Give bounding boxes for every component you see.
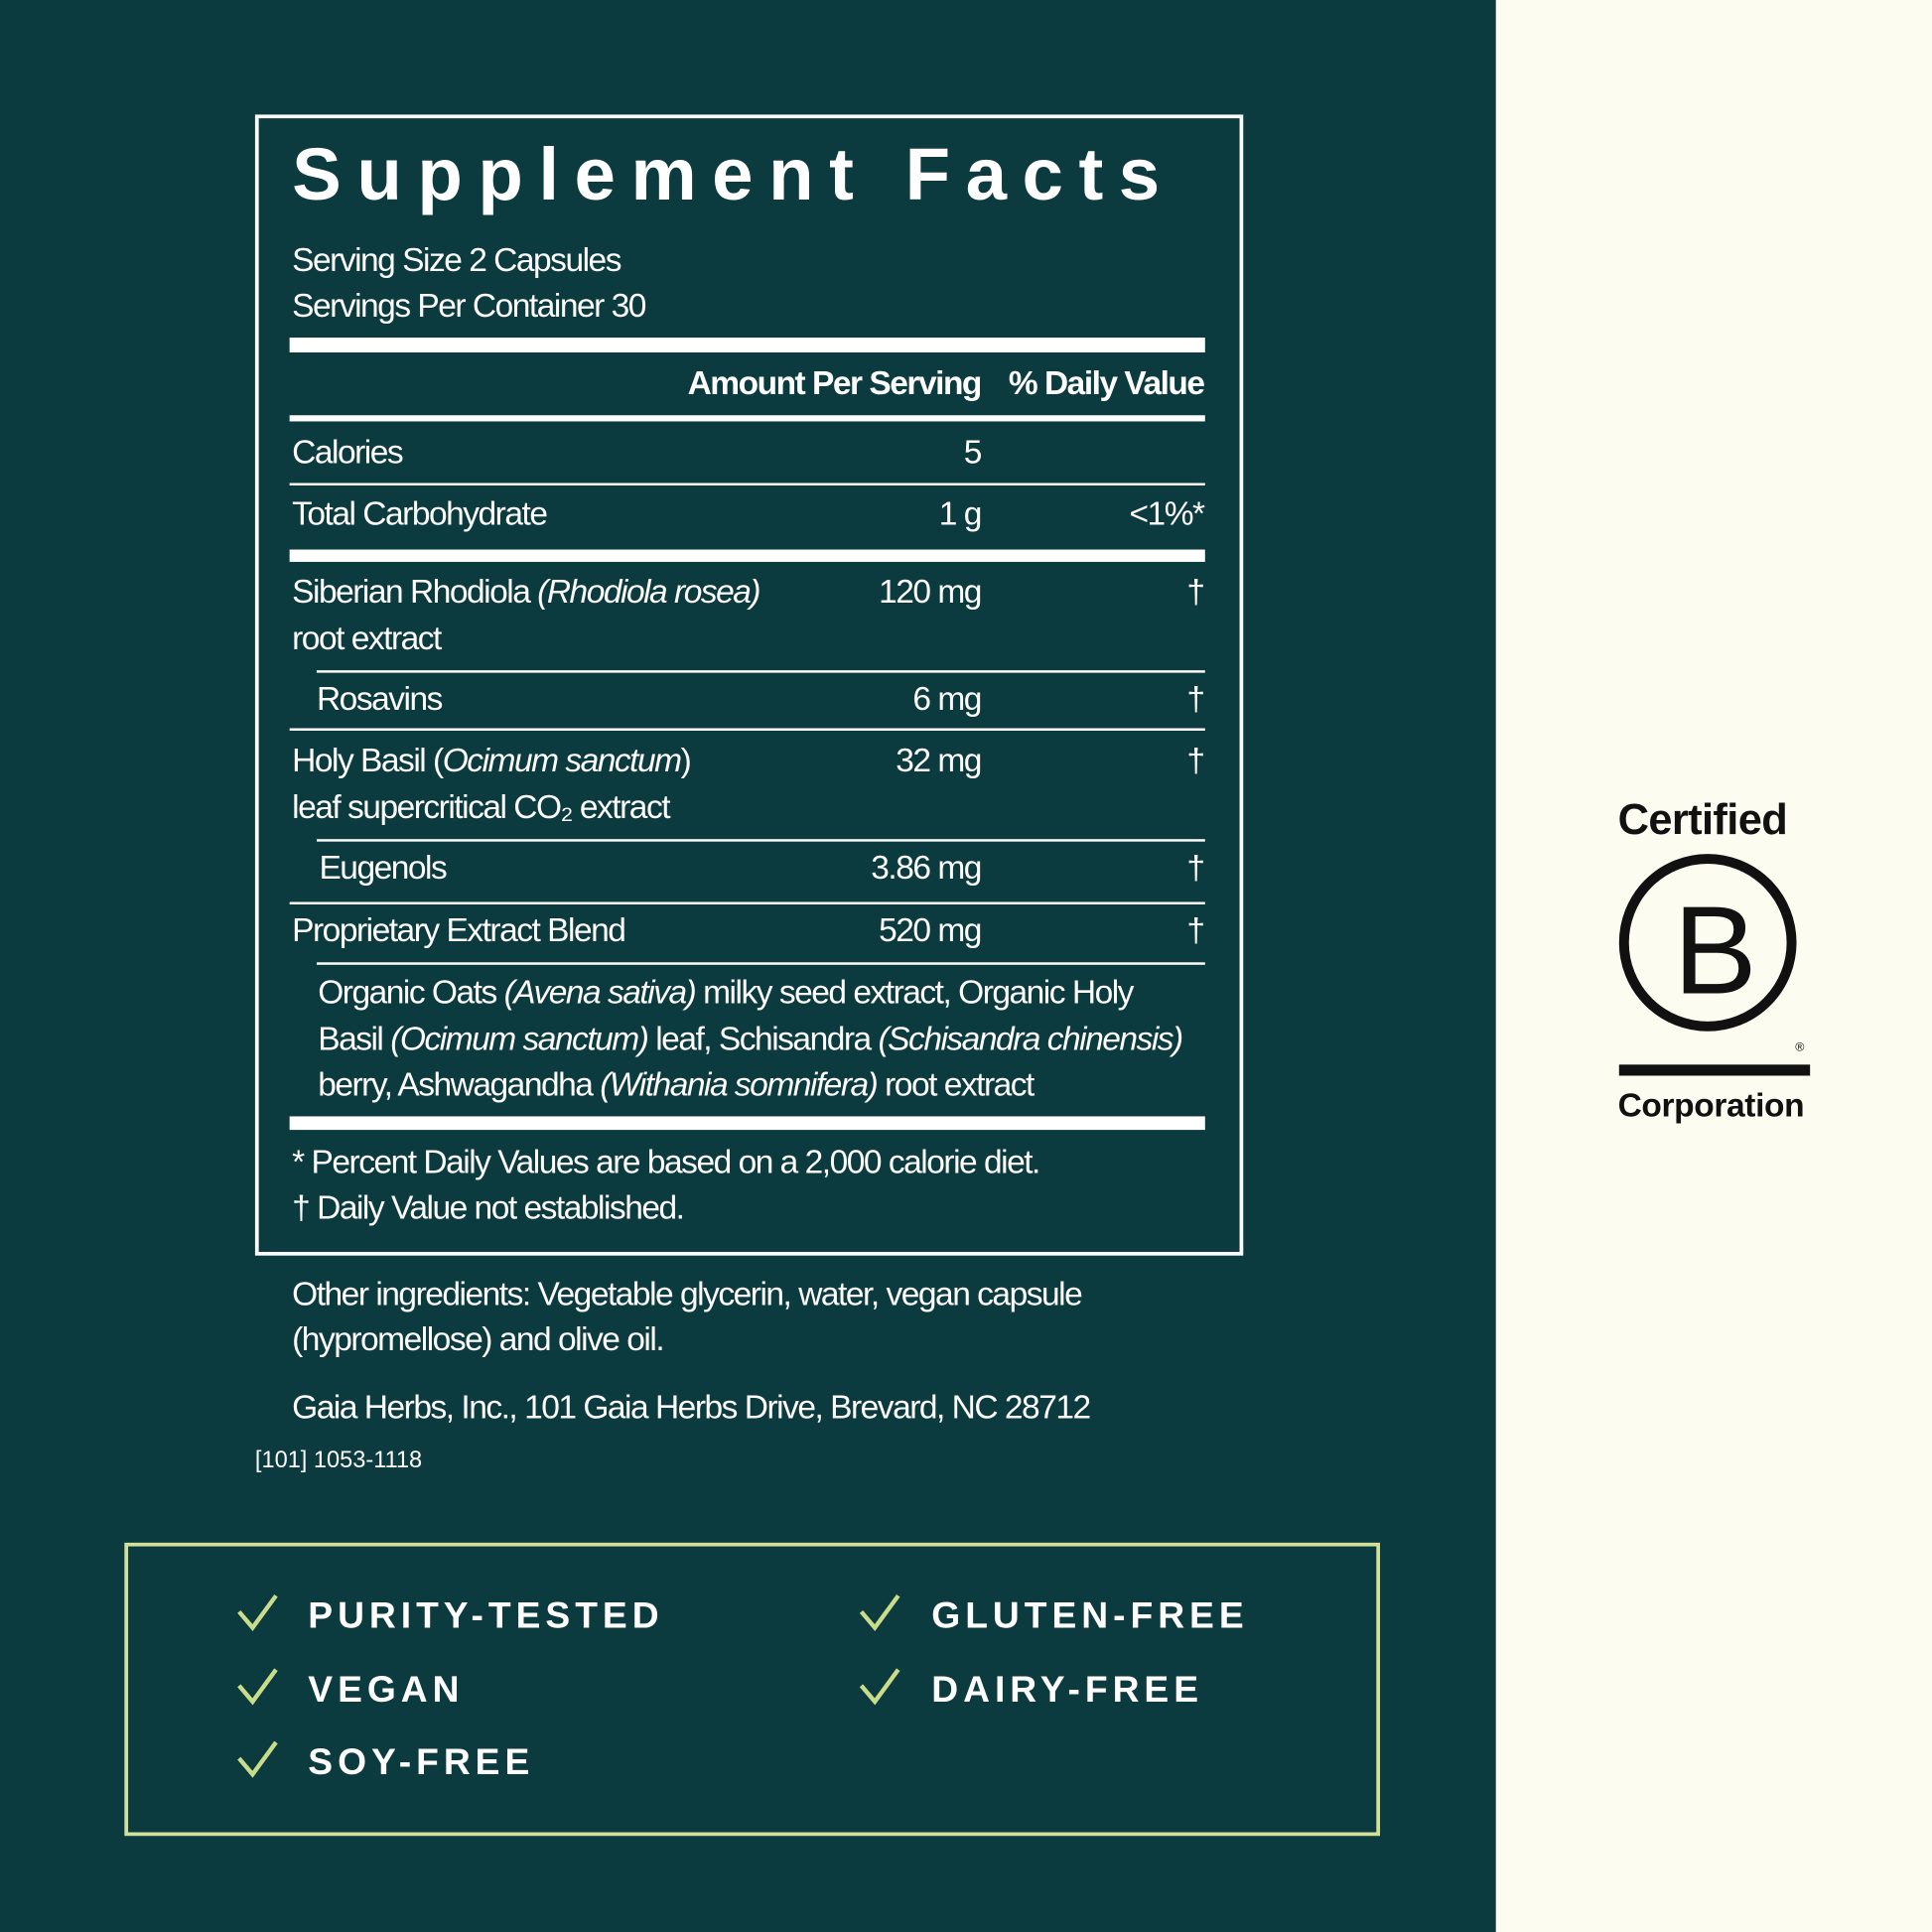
other-ingredients-cont: (hypromellose) and olive oil. <box>292 1320 665 1358</box>
row-amount: 5 <box>963 433 983 472</box>
divider-thick <box>289 549 1205 562</box>
facts-title: Supplement Facts <box>292 133 1175 216</box>
row-amount: 32 mg <box>896 742 982 779</box>
check-icon <box>859 1593 900 1632</box>
claim-vegan: VEGAN <box>308 1669 465 1711</box>
logo-corporation: Corporation <box>1617 1086 1805 1124</box>
divider-medium <box>289 415 1205 422</box>
logo-bar <box>1618 1064 1811 1076</box>
blend-line: Basil (Ocimum sanctum) leaf, Schisandra … <box>318 1020 1183 1057</box>
row-amount: 120 mg <box>879 573 982 611</box>
claims-box <box>124 1542 1381 1837</box>
row-dv: † <box>1186 680 1205 718</box>
row-amount: 520 mg <box>879 911 982 949</box>
claim-purity-tested: PURITY-TESTED <box>308 1595 664 1637</box>
check-icon <box>237 1593 278 1632</box>
check-icon <box>859 1668 900 1706</box>
supplement-facts-box <box>254 114 1244 1256</box>
row-name: Rosavins <box>316 680 443 718</box>
header-amount: Amount Per Serving <box>687 364 983 402</box>
blend-line: berry, Ashwagandha (Withania somnifera) … <box>318 1065 1035 1103</box>
divider-thin <box>316 839 1205 842</box>
row-name: Siberian Rhodiola (Rhodiola rosea) <box>292 573 760 611</box>
serving-size: Serving Size 2 Capsules <box>292 241 621 279</box>
footnote-daily-values: * Percent Daily Values are based on a 2,… <box>292 1143 1040 1180</box>
logo-certified: Certified <box>1617 795 1788 845</box>
logo-circle <box>1618 854 1797 1032</box>
row-name: Eugenols <box>319 849 447 887</box>
product-code: [101] 1053-1118 <box>254 1448 423 1474</box>
row-name: Calories <box>292 433 403 472</box>
claim-dairy-free: DAIRY-FREE <box>931 1669 1204 1711</box>
divider-thin <box>289 483 1205 485</box>
logo-registered: ® <box>1795 1040 1805 1055</box>
divider-thick <box>289 338 1205 352</box>
claim-soy-free: SOY-FREE <box>308 1741 535 1783</box>
row-amount: 3.86 mg <box>871 849 982 887</box>
dark-panel <box>0 0 1496 1932</box>
company-address: Gaia Herbs, Inc., 101 Gaia Herbs Drive, … <box>292 1388 1091 1426</box>
claim-gluten-free: GLUTEN-FREE <box>931 1595 1249 1637</box>
divider-thin <box>289 728 1205 731</box>
servings-per-container: Servings Per Container 30 <box>292 287 646 325</box>
divider-thick <box>289 1116 1205 1131</box>
logo-b: B <box>1673 880 1757 1021</box>
header-dv: % Daily Value <box>1008 364 1205 402</box>
row-name-cont: leaf supercritical CO₂ extract <box>292 788 670 826</box>
row-name: Total Carbohydrate <box>292 494 548 533</box>
check-icon <box>237 1668 278 1706</box>
row-amount: 6 mg <box>912 680 982 718</box>
row-name-cont: root extract <box>292 620 442 657</box>
row-dv: † <box>1186 573 1205 611</box>
row-dv: † <box>1186 742 1205 779</box>
divider-thin <box>316 962 1205 965</box>
footnote-dagger: † Daily Value not established. <box>292 1188 685 1226</box>
other-ingredients: Other ingredients: Vegetable glycerin, w… <box>292 1275 1083 1312</box>
check-icon <box>237 1740 278 1778</box>
divider-thin <box>289 901 1205 904</box>
row-dv: † <box>1186 911 1205 949</box>
row-amount: 1 g <box>938 494 983 533</box>
blend-line: Organic Oats (Avena sativa) milky seed e… <box>318 973 1134 1011</box>
row-dv: <1%* <box>1129 494 1205 533</box>
row-dv: † <box>1186 849 1205 887</box>
divider-thin <box>316 670 1205 673</box>
row-name: Holy Basil (Ocimum sanctum) <box>292 742 692 779</box>
row-name: Proprietary Extract Blend <box>292 911 626 949</box>
